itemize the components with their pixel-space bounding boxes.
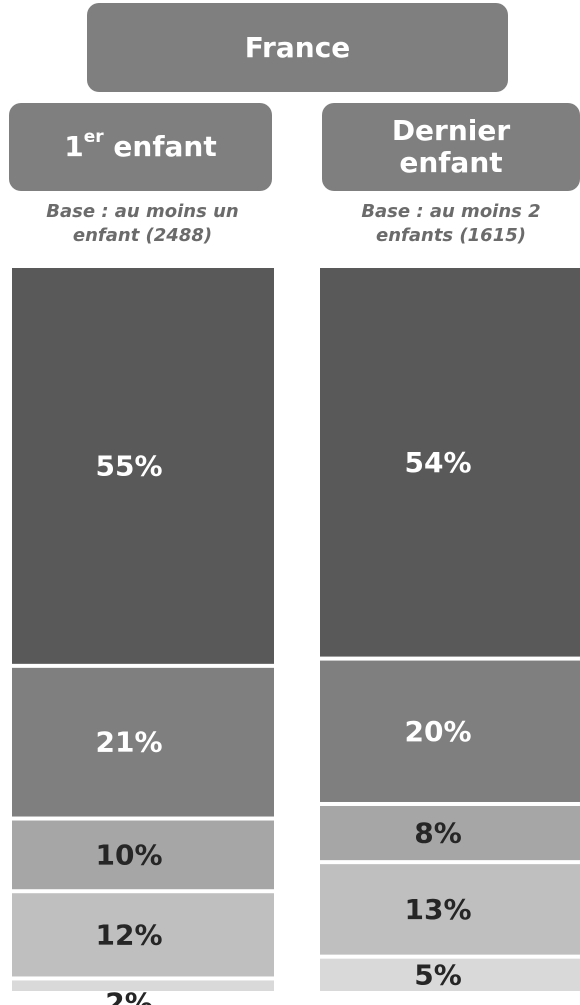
bar-segment-2-1 <box>320 268 580 657</box>
chart-header: France <box>87 3 508 92</box>
data-label-2-3: 8% <box>414 817 462 850</box>
data-label-2-5: 5% <box>414 958 462 991</box>
data-label-2-4: 13% <box>404 893 471 926</box>
bar-segment-1-2 <box>12 667 274 817</box>
bar-segment-2-3 <box>320 805 580 861</box>
column-title-first-child-text: 1er enfant <box>64 128 217 163</box>
bar-segment-1-5 <box>12 980 274 991</box>
data-label-2-1: 54% <box>404 446 471 479</box>
bar-segment-1-3 <box>12 820 274 890</box>
title-main: 1 <box>64 130 84 163</box>
column-title-first-child: 1er enfant <box>9 103 272 191</box>
bar-segment-1-1 <box>12 268 274 664</box>
column-title-last-child: Dernier enfant <box>322 103 580 191</box>
bar-segment-1-4 <box>12 893 274 977</box>
data-label-1-3: 10% <box>95 838 162 871</box>
data-label-2-2: 20% <box>404 715 471 748</box>
base-note-first-child: Base : au moins un enfant (2488) <box>46 201 239 246</box>
bar-segment-2-5 <box>320 958 580 991</box>
data-label-1-4: 12% <box>95 918 162 951</box>
bar-segment-2-2 <box>320 660 580 802</box>
data-label-1-5: 2% <box>105 987 153 1005</box>
title-superscript: er <box>83 126 104 147</box>
base-note-last-child: Base : au moins 2 enfants (1615) <box>361 201 541 246</box>
bar-segment-2-4 <box>320 864 580 955</box>
header-title: France <box>244 31 351 64</box>
column-title-last-child-text: Dernier enfant <box>391 114 511 179</box>
data-label-1-1: 55% <box>95 449 162 482</box>
data-label-1-2: 21% <box>95 726 162 759</box>
title-rest: enfant <box>103 130 217 163</box>
